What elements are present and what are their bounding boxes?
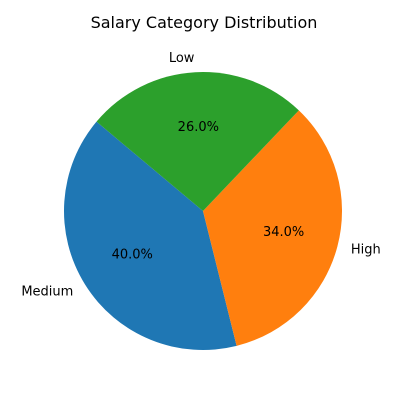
pie-labels: Medium 40.0% High 34.0% Low 26.0% [21, 51, 380, 300]
percent-label-medium: 40.0% [112, 248, 153, 263]
percent-label-low: 26.0% [178, 120, 219, 135]
pie-slices [63, 71, 343, 351]
chart-title: Salary Category Distribution [91, 13, 318, 32]
pie-slice-high [203, 110, 343, 346]
slice-label-low: Low [169, 51, 195, 66]
percent-label-high: 34.0% [263, 225, 304, 240]
slice-label-high: High [351, 243, 381, 258]
pie-slice-medium [63, 121, 237, 351]
pie-slice-low [96, 71, 299, 212]
slice-label-medium: Medium [21, 285, 73, 300]
